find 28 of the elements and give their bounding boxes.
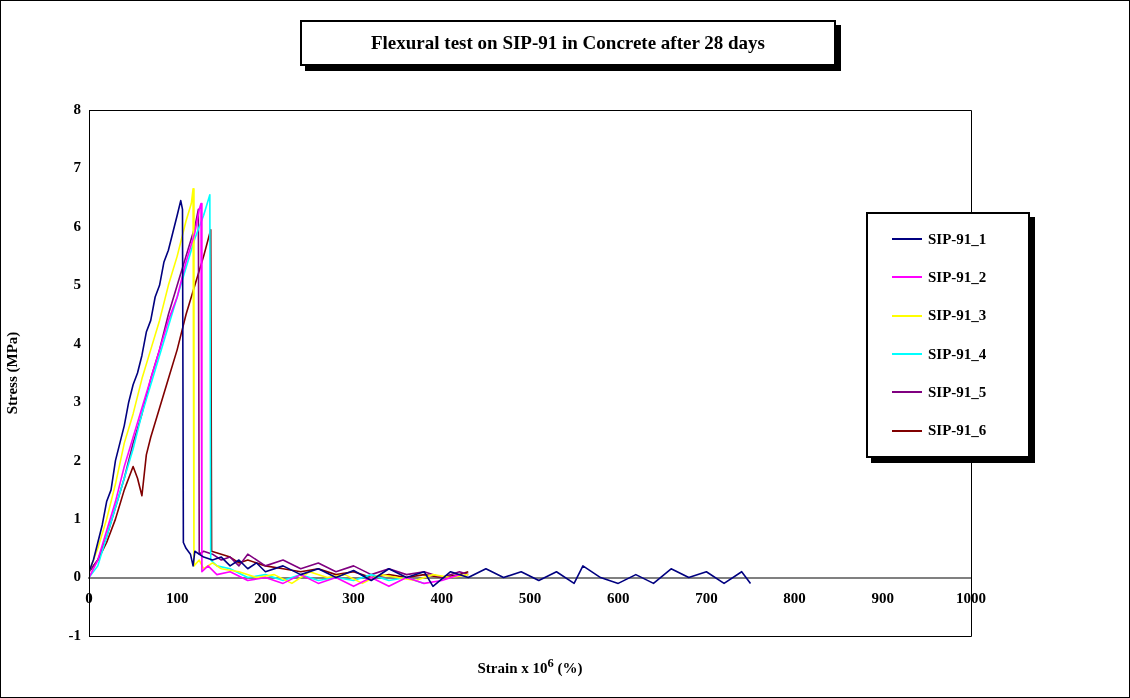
legend-label: SIP-91_6 (928, 422, 987, 440)
legend-label: SIP-91_2 (928, 268, 987, 286)
legend-label: SIP-91_1 (928, 230, 987, 248)
y-tick-label: 8 (73, 100, 81, 117)
x-tick-label: 200 (254, 590, 277, 607)
legend-label: SIP-91_4 (928, 345, 987, 363)
y-tick-label: 5 (73, 276, 81, 293)
y-tick-label: 6 (73, 217, 82, 234)
legend-label: SIP-91_3 (928, 307, 987, 325)
x-tick-label: 900 (871, 590, 895, 607)
y-axis-title: Stress (MPa) (3, 331, 21, 415)
y-tick-label: 0 (73, 568, 81, 585)
x-axis-title: Strain x 10$^{6}$ (%) (476, 656, 584, 677)
x-tick-label: 600 (606, 590, 630, 607)
chart-title: Flexural test on SIP-91 in Concrete after 28 days (300, 20, 836, 66)
x-tick-label: 500 (518, 590, 542, 607)
x-tick-label: 300 (342, 590, 365, 607)
x-tick-label: 700 (695, 590, 718, 607)
y-tick-label: 3 (73, 393, 81, 410)
y-tick-label: -1 (68, 626, 81, 643)
x-tick-label: 100 (165, 590, 189, 607)
legend-label: SIP-91_5 (928, 383, 987, 401)
y-tick-label: 1 (73, 509, 81, 526)
y-tick-label: 7 (73, 159, 82, 176)
x-tick-label: 800 (783, 590, 806, 607)
y-tick-label: 4 (73, 334, 82, 351)
x-tick-label: 400 (430, 590, 454, 607)
y-tick-label: 2 (73, 451, 81, 468)
